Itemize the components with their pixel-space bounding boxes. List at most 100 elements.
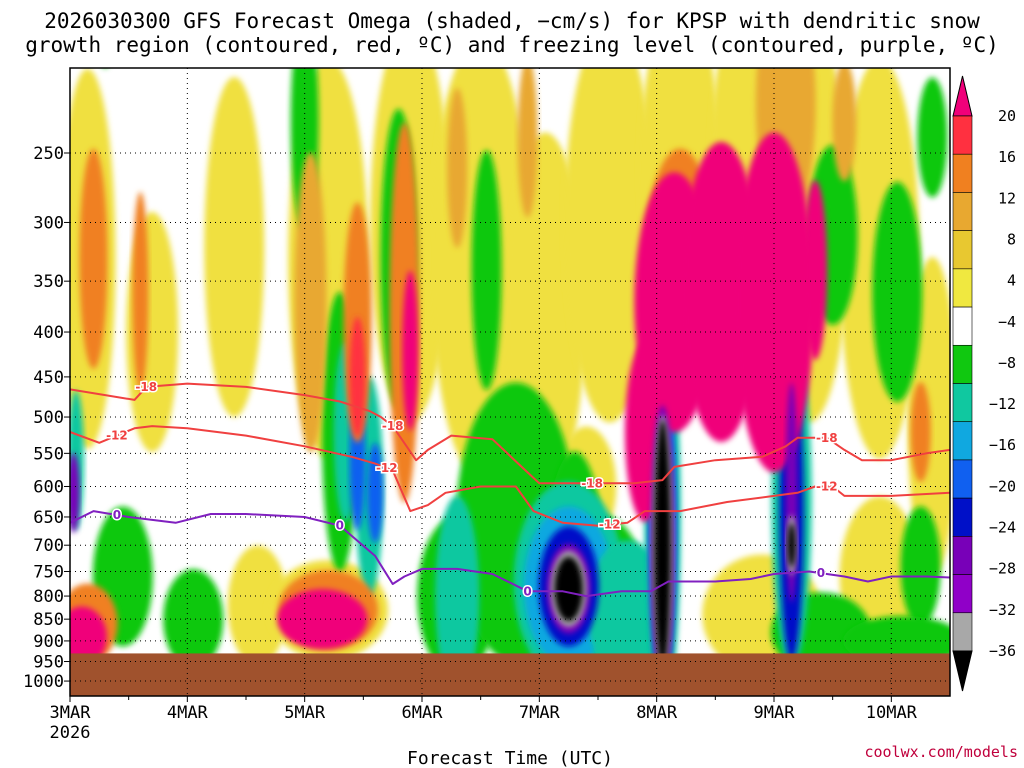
omega-cell bbox=[917, 77, 948, 198]
y-tick-label: 600 bbox=[33, 477, 64, 497]
omega-cell bbox=[787, 523, 796, 568]
colorbar-label: −8 bbox=[998, 354, 1016, 372]
y-tick-label: 500 bbox=[33, 408, 64, 428]
x-tick-label: 7MAR bbox=[519, 703, 561, 723]
colorbar-swatch bbox=[952, 115, 973, 155]
y-tick-label: 250 bbox=[33, 144, 64, 164]
ground-terrain bbox=[70, 653, 950, 696]
colorbar-label: 4 bbox=[1007, 272, 1016, 290]
y-tick-label: 900 bbox=[33, 632, 64, 652]
colorbar-label: −36 bbox=[989, 642, 1016, 660]
x-tick-label: 10MAR bbox=[866, 703, 918, 723]
omega-cell bbox=[132, 191, 149, 392]
omega-cell bbox=[517, 68, 538, 218]
omega-cell bbox=[402, 270, 419, 431]
omega-cell bbox=[654, 420, 671, 671]
omega-cell bbox=[872, 181, 923, 402]
contour-label: 0 bbox=[113, 508, 121, 522]
omega-cell bbox=[277, 589, 368, 650]
omega-cell bbox=[435, 496, 480, 696]
contour-label: -18 bbox=[581, 476, 603, 490]
colorbar-swatch bbox=[952, 421, 973, 461]
omega-cell bbox=[803, 180, 828, 361]
credit-text: coolwx.com/models bbox=[864, 743, 1018, 761]
contour-label: -12 bbox=[106, 429, 128, 443]
contour-line-0 bbox=[70, 510, 950, 598]
chart-title-line-1: 2026030300 GFS Forecast Omega (shaded, −… bbox=[44, 9, 980, 33]
chart-title-line-2: growth region (contoured, red, ºC) and f… bbox=[25, 33, 999, 57]
x-year-label: 2026 bbox=[50, 723, 91, 743]
contour-label: -12 bbox=[599, 518, 621, 532]
omega-cell bbox=[554, 556, 583, 621]
contour-label: -18 bbox=[382, 419, 404, 433]
colorbar-label: 20 bbox=[998, 107, 1016, 125]
omega-cell bbox=[564, 68, 655, 423]
colorbar-swatch bbox=[952, 536, 973, 575]
colorbar-label: 16 bbox=[998, 148, 1016, 166]
colorbar-swatch bbox=[952, 75, 973, 117]
y-tick-label: 800 bbox=[33, 587, 64, 607]
shading-layer bbox=[70, 68, 950, 696]
colorbar-swatch bbox=[952, 344, 973, 384]
y-tick-label: 400 bbox=[33, 323, 64, 343]
colorbar-swatch bbox=[952, 612, 973, 652]
omega-cell bbox=[227, 545, 288, 666]
colorbar-swatch bbox=[952, 459, 973, 499]
contour-label: 0 bbox=[336, 519, 344, 533]
colorbar-swatch bbox=[952, 383, 973, 423]
x-tick-label: 8MAR bbox=[636, 703, 678, 723]
omega-cell bbox=[367, 442, 384, 543]
omega-cell bbox=[70, 452, 80, 533]
contour-label: 0 bbox=[523, 584, 531, 598]
colorbar-swatch bbox=[952, 497, 973, 537]
omega-cell bbox=[734, 132, 814, 473]
colorbar-swatch bbox=[952, 153, 973, 193]
colorbar-swatch bbox=[952, 574, 973, 614]
y-tick-label: 350 bbox=[33, 272, 64, 292]
omega-cell bbox=[294, 152, 327, 453]
contour-lines: -18 -18 -18 -18 -12 -12 -12 -12 0 0 0 0 bbox=[70, 378, 950, 600]
omega-cell bbox=[900, 506, 941, 627]
x-axis: 3MAR 4MAR 5MAR 6MAR 7MAR 8MAR 9MAR 10MAR bbox=[50, 696, 918, 723]
colorbar-label: −28 bbox=[989, 560, 1016, 578]
y-tick-label: 950 bbox=[33, 653, 64, 673]
colorbar-label: −24 bbox=[989, 519, 1016, 537]
omega-cell bbox=[447, 87, 468, 248]
x-tick-label: 5MAR bbox=[284, 703, 326, 723]
x-tick-label: 3MAR bbox=[50, 703, 92, 723]
omega-cell bbox=[79, 148, 108, 369]
contour-line-minus-18 bbox=[70, 382, 950, 485]
omega-cell bbox=[70, 606, 107, 667]
colorbar-label: −20 bbox=[989, 477, 1016, 495]
y-tick-label: 1000 bbox=[23, 672, 64, 692]
x-tick-label: 4MAR bbox=[167, 703, 209, 723]
contour-label: -12 bbox=[376, 461, 398, 475]
contour-label: 0 bbox=[817, 566, 825, 580]
colorbar: 20 16 12 8 4 −4 −8 −12 −16 −20 −24 −28 −32 −36 bbox=[952, 75, 1016, 692]
colorbar-swatch bbox=[952, 192, 973, 231]
contour-label: -18 bbox=[135, 380, 157, 394]
y-tick-label: 650 bbox=[33, 508, 64, 528]
y-tick-label: 450 bbox=[33, 368, 64, 388]
colorbar-label: 12 bbox=[998, 189, 1016, 207]
colorbar-label: −12 bbox=[989, 395, 1016, 413]
omega-cell bbox=[163, 569, 224, 670]
contour-line-minus-12 bbox=[70, 425, 950, 527]
plot-frame bbox=[69, 67, 951, 697]
colorbar-label: 8 bbox=[1007, 230, 1016, 248]
x-axis-title: Forecast Time (UTC) bbox=[407, 748, 613, 768]
colorbar-swatch bbox=[952, 230, 973, 270]
y-tick-label: 300 bbox=[33, 213, 64, 233]
y-tick-label: 850 bbox=[33, 610, 64, 630]
x-tick-label: 6MAR bbox=[402, 703, 444, 723]
colorbar-swatch bbox=[952, 306, 973, 346]
y-tick-label: 700 bbox=[33, 536, 64, 556]
x-tick-label: 9MAR bbox=[754, 703, 796, 723]
omega-cell bbox=[832, 68, 857, 182]
colorbar-swatch bbox=[952, 268, 973, 308]
colorbar-label: −4 bbox=[998, 313, 1016, 331]
omega-cell bbox=[910, 381, 931, 482]
contour-label: -12 bbox=[816, 479, 838, 493]
colorbar-label: −32 bbox=[989, 601, 1016, 619]
